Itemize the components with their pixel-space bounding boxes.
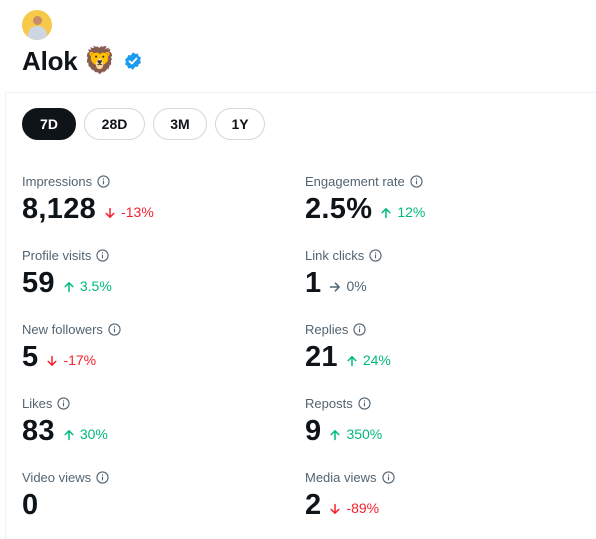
delta-text: 24% xyxy=(362,352,391,368)
metric-value: 83 xyxy=(22,415,55,447)
metric-impressions: Impressions 8,128 -13% xyxy=(22,173,282,226)
profile-name: Alok xyxy=(22,45,78,76)
lion-emoji: 🦁 xyxy=(83,46,116,76)
metric-delta: -89% xyxy=(329,500,379,516)
metric-label: Reposts xyxy=(305,395,353,411)
metric-delta: 12% xyxy=(380,204,425,220)
delta-text: -89% xyxy=(346,500,380,516)
metric-label: Replies xyxy=(305,321,349,337)
metric-value: 0 xyxy=(22,489,39,521)
arrow-up-icon xyxy=(347,356,357,367)
delta-text: 30% xyxy=(79,426,108,442)
info-icon[interactable] xyxy=(57,396,70,410)
metric-value: 2.5% xyxy=(305,193,373,225)
info-icon[interactable] xyxy=(96,470,109,484)
metric-delta: 350% xyxy=(329,426,382,442)
metric-label: Media views xyxy=(305,469,377,485)
arrow-down-icon xyxy=(330,503,340,514)
metric-label: Link clicks xyxy=(305,247,365,263)
metric-engagement-rate: Engagement rate 2.5% 12% xyxy=(305,173,565,226)
metric-video-views: Video views 0 xyxy=(22,469,282,522)
metric-link-clicks: Link clicks 1 0% xyxy=(305,247,565,300)
delta-text: 12% xyxy=(397,204,426,220)
arrow-up-icon xyxy=(381,208,391,219)
metric-delta: 0% xyxy=(329,278,367,294)
profile-header: Alok 🦁 xyxy=(22,44,143,78)
metric-value: 59 xyxy=(22,267,55,299)
metric-delta: 24% xyxy=(346,352,391,368)
delta-text: -17% xyxy=(63,352,97,368)
info-icon[interactable] xyxy=(108,322,121,336)
tab-1y[interactable]: 1Y xyxy=(215,108,265,140)
metric-delta: -17% xyxy=(46,352,96,368)
arrow-up-icon xyxy=(64,282,74,293)
info-icon[interactable] xyxy=(353,322,366,336)
metric-label: New followers xyxy=(22,321,103,337)
arrow-up-icon xyxy=(330,430,340,441)
info-icon[interactable] xyxy=(97,174,110,188)
metric-new-followers: New followers 5 -17% xyxy=(22,321,282,374)
metric-label: Profile visits xyxy=(22,247,92,263)
delta-text: 3.5% xyxy=(79,278,112,294)
tab-7d[interactable]: 7D xyxy=(22,108,76,140)
metric-replies: Replies 21 24% xyxy=(305,321,565,374)
metric-delta: 3.5% xyxy=(63,278,112,294)
info-icon[interactable] xyxy=(358,396,371,410)
metric-value: 2 xyxy=(305,489,322,521)
metric-profile-visits: Profile visits 59 3.5% xyxy=(22,247,282,300)
arrow-right-icon xyxy=(330,282,341,292)
arrow-up-icon xyxy=(64,430,74,441)
metric-reposts: Reposts 9 350% xyxy=(305,395,565,448)
metric-label: Impressions xyxy=(22,173,93,189)
metric-delta: -13% xyxy=(104,204,154,220)
tab-3m[interactable]: 3M xyxy=(153,108,207,140)
metric-value: 1 xyxy=(305,267,322,299)
metric-likes: Likes 83 30% xyxy=(22,395,282,448)
arrow-down-icon xyxy=(47,355,57,366)
arrow-down-icon xyxy=(105,207,115,218)
metric-value: 21 xyxy=(305,341,338,373)
metric-value: 9 xyxy=(305,415,322,447)
info-icon[interactable] xyxy=(381,470,395,484)
info-icon[interactable] xyxy=(369,248,382,262)
avatar[interactable] xyxy=(22,10,52,40)
info-icon[interactable] xyxy=(96,248,109,262)
panel-border xyxy=(5,92,6,539)
header-divider xyxy=(5,92,596,93)
metric-media-views: Media views 2 -89% xyxy=(305,469,565,522)
metric-value: 5 xyxy=(22,341,39,373)
tab-28d[interactable]: 28D xyxy=(84,108,145,140)
metric-label: Likes xyxy=(22,395,53,411)
metric-label: Engagement rate xyxy=(305,173,405,189)
delta-text: 0% xyxy=(346,278,367,294)
metric-delta: 30% xyxy=(63,426,108,442)
verified-badge-icon xyxy=(125,52,141,70)
info-icon[interactable] xyxy=(410,174,423,188)
delta-text: -13% xyxy=(121,204,154,220)
delta-text: 350% xyxy=(346,426,383,442)
metric-label: Video views xyxy=(22,469,92,485)
metric-value: 8,128 xyxy=(22,193,97,225)
time-range-tabs: 7D 28D 3M 1Y xyxy=(22,108,265,140)
